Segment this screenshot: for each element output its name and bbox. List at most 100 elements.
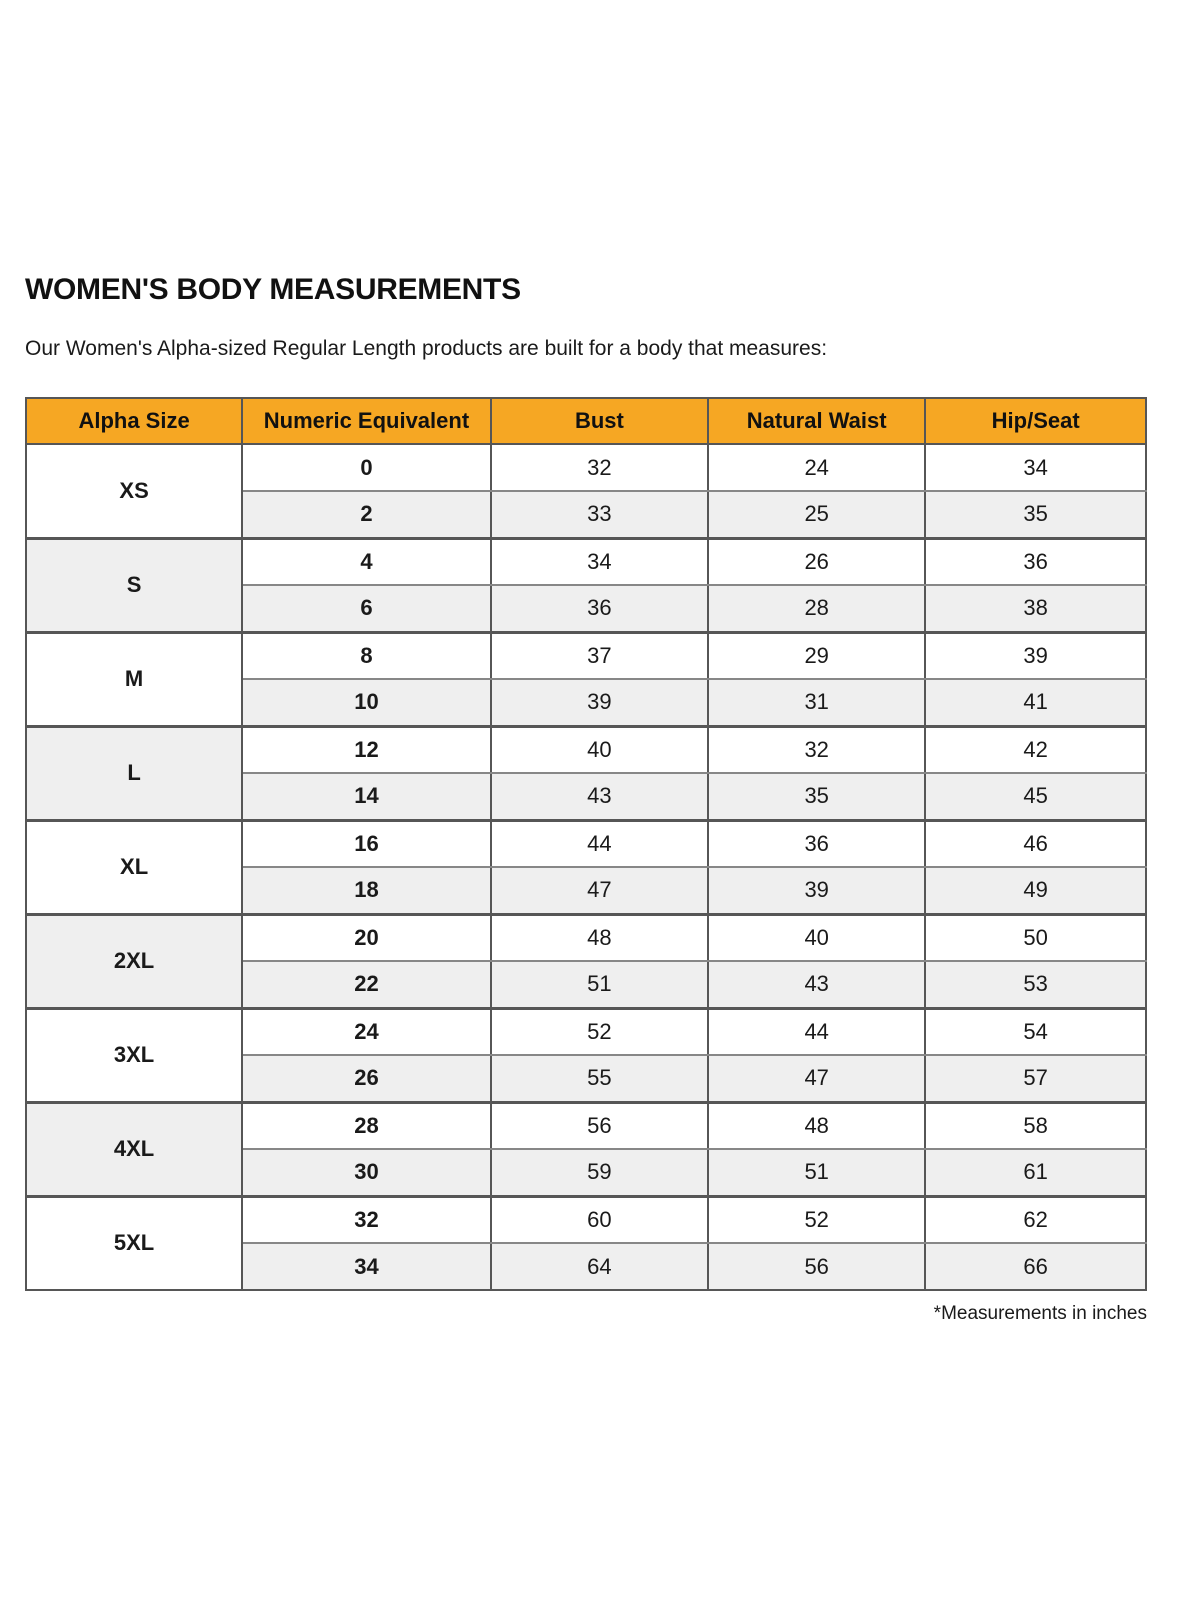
waist-cell: 28 [707, 584, 927, 633]
waist-cell: 40 [707, 912, 927, 962]
size-guide-content: WOMEN'S BODY MEASUREMENTS Our Women's Al… [24, 272, 1147, 1325]
numeric-cell: 18 [241, 866, 492, 915]
numeric-cell: 26 [241, 1054, 492, 1103]
bust-cell: 36 [489, 584, 710, 633]
bust-cell: 60 [489, 1194, 710, 1244]
alpha-size-cell: 2XL [24, 912, 244, 1009]
bust-cell: 44 [489, 818, 710, 868]
waist-cell: 48 [707, 1100, 927, 1150]
bust-cell: 52 [489, 1006, 710, 1056]
table-row: XL 16 44 36 46 [24, 818, 1147, 915]
hip-cell: 53 [924, 960, 1147, 1009]
hip-cell: 54 [924, 1006, 1147, 1056]
alpha-size-cell: XS [24, 443, 244, 539]
waist-cell: 51 [707, 1148, 927, 1197]
bust-cell: 40 [489, 724, 710, 774]
numeric-cell: 8 [241, 630, 492, 680]
table-row: 5XL 32 60 52 62 [24, 1194, 1147, 1291]
waist-cell: 44 [707, 1006, 927, 1056]
table-row: 22 51 43 53 [26, 960, 1147, 1009]
waist-cell: 32 [707, 724, 927, 774]
table-row: 14 43 35 45 [26, 772, 1147, 821]
column-header-bust: Bust [489, 397, 710, 445]
page-subtitle: Our Women's Alpha-sized Regular Length p… [25, 337, 828, 360]
bust-cell: 37 [489, 630, 710, 680]
table-row: 30 59 51 61 [26, 1148, 1147, 1197]
table-row: S 4 34 26 36 [24, 536, 1147, 633]
numeric-cell: 0 [241, 443, 492, 492]
waist-cell: 26 [707, 536, 927, 586]
hip-cell: 45 [924, 772, 1147, 821]
bust-cell: 32 [489, 443, 710, 492]
table-row: 4XL 28 56 48 58 [24, 1100, 1147, 1197]
hip-cell: 57 [924, 1054, 1147, 1103]
hip-cell: 49 [924, 866, 1147, 915]
hip-cell: 41 [924, 678, 1147, 727]
table-row: 3XL 24 52 44 54 [24, 1006, 1147, 1103]
hip-cell: 62 [924, 1194, 1147, 1244]
hip-cell: 38 [924, 584, 1147, 633]
waist-cell: 36 [707, 818, 927, 868]
bust-cell: 48 [489, 912, 710, 962]
page-title: WOMEN'S BODY MEASUREMENTS [25, 273, 521, 306]
numeric-cell: 2 [241, 490, 492, 539]
numeric-cell: 14 [241, 772, 492, 821]
table-row: 2XL 20 48 40 50 [24, 912, 1147, 1009]
bust-cell: 33 [489, 490, 710, 539]
table-row: 18 47 39 49 [26, 866, 1147, 915]
alpha-size-cell: M [24, 630, 244, 727]
header-row: Alpha Size Numeric Equivalent Bust Natural … [24, 397, 1147, 445]
waist-cell: 24 [707, 443, 927, 492]
waist-cell: 29 [707, 630, 927, 680]
waist-cell: 52 [707, 1194, 927, 1244]
numeric-cell: 32 [241, 1194, 492, 1244]
measurements-table: Alpha Size Numeric Equivalent Bust Natural … [24, 397, 1147, 1291]
numeric-cell: 24 [241, 1006, 492, 1056]
table-row: 2 33 25 35 [26, 490, 1147, 539]
waist-cell: 35 [707, 772, 927, 821]
bust-cell: 55 [489, 1054, 710, 1103]
numeric-cell: 4 [241, 536, 492, 586]
table-footnote: *Measurements in inches [933, 1303, 1147, 1324]
waist-cell: 56 [707, 1242, 927, 1291]
column-header-natural-waist: Natural Waist [707, 397, 927, 445]
alpha-size-cell: 4XL [24, 1100, 244, 1197]
numeric-cell: 20 [241, 912, 492, 962]
alpha-size-cell: XL [24, 818, 244, 915]
hip-cell: 36 [924, 536, 1147, 586]
alpha-size-cell: S [24, 536, 244, 633]
hip-cell: 46 [924, 818, 1147, 868]
hip-cell: 34 [924, 443, 1147, 492]
numeric-cell: 34 [241, 1242, 492, 1291]
table-row: L 12 40 32 42 [24, 724, 1147, 821]
waist-cell: 47 [707, 1054, 927, 1103]
waist-cell: 39 [707, 866, 927, 915]
column-header-hip-seat: Hip/Seat [924, 397, 1147, 445]
hip-cell: 35 [924, 490, 1147, 539]
numeric-cell: 6 [241, 584, 492, 633]
table-row: XS 0 32 24 34 [24, 443, 1147, 539]
table-row: 34 64 56 66 [26, 1242, 1147, 1291]
numeric-cell: 12 [241, 724, 492, 774]
column-header-numeric-equivalent: Numeric Equivalent [241, 397, 492, 445]
alpha-size-cell: 5XL [24, 1194, 244, 1291]
hip-cell: 50 [924, 912, 1147, 962]
column-header-alpha-size: Alpha Size [24, 397, 244, 445]
hip-cell: 42 [924, 724, 1147, 774]
waist-cell: 31 [707, 678, 927, 727]
hip-cell: 61 [924, 1148, 1147, 1197]
bust-cell: 34 [489, 536, 710, 586]
hip-cell: 58 [924, 1100, 1147, 1150]
bust-cell: 59 [489, 1148, 710, 1197]
waist-cell: 43 [707, 960, 927, 1009]
waist-cell: 25 [707, 490, 927, 539]
numeric-cell: 10 [241, 678, 492, 727]
numeric-cell: 16 [241, 818, 492, 868]
bust-cell: 39 [489, 678, 710, 727]
bust-cell: 56 [489, 1100, 710, 1150]
alpha-size-cell: 3XL [24, 1006, 244, 1103]
alpha-size-cell: L [24, 724, 244, 821]
hip-cell: 39 [924, 630, 1147, 680]
table-body: XS 0 32 24 34 2 33 25 35 S 4 34 26 36 6 36 28 38 M 8 37 29 39 1… [24, 443, 1147, 1291]
